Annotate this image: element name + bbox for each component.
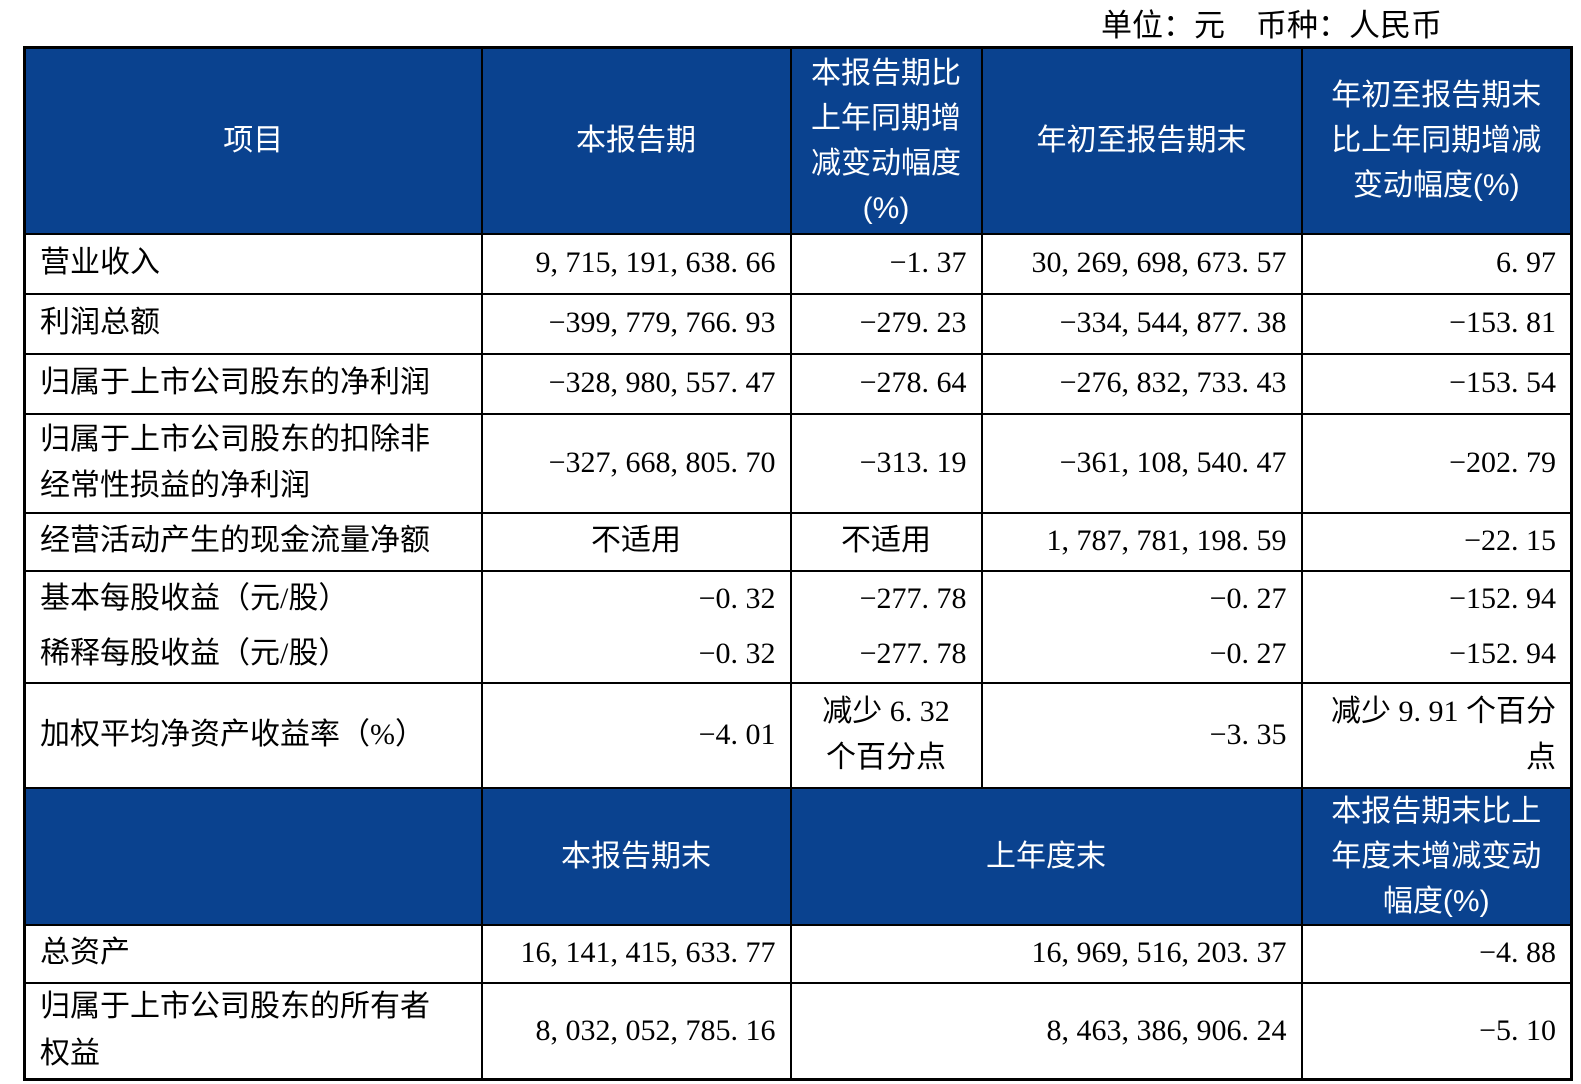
cell-ytd: −3. 35 <box>980 681 1303 789</box>
cell-label: 利润总额 <box>23 292 483 355</box>
cell-ytd: −334, 544, 877. 38 <box>980 292 1303 355</box>
row-diluted-eps: 稀释每股收益（元/股） −0. 32 −277. 78 −0. 27 −152.… <box>23 626 1573 684</box>
cell-label: 营业收入 <box>23 232 483 295</box>
cell-current-change: −277. 78 <box>789 626 983 684</box>
cell-ytd-change: −22. 15 <box>1300 511 1573 572</box>
row-total-assets: 总资产 16, 141, 415, 633. 77 16, 969, 516, … <box>23 923 1573 984</box>
cell-current-change: −277. 78 <box>789 569 983 627</box>
cell-label: 归属于上市公司股东的扣除非 经常性损益的净利润 <box>23 412 483 514</box>
key-financial-data-table: 项目 本报告期 本报告期比 上年同期增 减变动幅度 (%) 年初至报告期末 年初… <box>23 46 1573 1081</box>
cell-ytd-change: −153. 54 <box>1300 352 1573 415</box>
col-header-period-end-change: 本报告期末比上 年度末增减变动 幅度(%) <box>1300 786 1573 926</box>
cell-current-change: −313. 19 <box>789 412 983 514</box>
row-net-profit-excl-nonrecurring: 归属于上市公司股东的扣除非 经常性损益的净利润 −327, 668, 805. … <box>23 412 1573 514</box>
cell-current-period: −0. 32 <box>480 569 792 627</box>
cell-current-period: −4. 01 <box>480 681 792 789</box>
table2-header-row: 本报告期末 上年度末 本报告期末比上 年度末增减变动 幅度(%) <box>23 786 1573 926</box>
cell-current-change: −279. 23 <box>789 292 983 355</box>
cell-current-change: −278. 64 <box>789 352 983 415</box>
row-basic-eps: 基本每股收益（元/股） −0. 32 −277. 78 −0. 27 −152.… <box>23 569 1573 627</box>
cell-prior-year-end: 16, 969, 516, 203. 37 <box>789 923 1303 984</box>
cell-label: 基本每股收益（元/股） <box>23 569 483 627</box>
cell-current-period: −399, 779, 766. 93 <box>480 292 792 355</box>
table1-header-row: 项目 本报告期 本报告期比 上年同期增 减变动幅度 (%) 年初至报告期末 年初… <box>23 46 1573 235</box>
cell-ytd-change: −152. 94 <box>1300 626 1573 684</box>
row-equity-attributable: 归属于上市公司股东的所有者 权益 8, 032, 052, 785. 16 8,… <box>23 981 1573 1081</box>
cell-ytd-change: −152. 94 <box>1300 569 1573 627</box>
cell-ytd: 30, 269, 698, 673. 57 <box>980 232 1303 295</box>
row-weighted-avg-roe: 加权平均净资产收益率（%） −4. 01 减少 6. 32 个百分点 −3. 3… <box>23 681 1573 789</box>
row-net-profit-attributable: 归属于上市公司股东的净利润 −328, 980, 557. 47 −278. 6… <box>23 352 1573 415</box>
cell-ytd: −0. 27 <box>980 569 1303 627</box>
cell-current-period: 不适用 <box>480 511 792 572</box>
cell-label: 归属于上市公司股东的所有者 权益 <box>23 981 483 1081</box>
col-header-item-blank <box>23 786 483 926</box>
cell-label: 经营活动产生的现金流量净额 <box>23 511 483 572</box>
cell-period-end: 16, 141, 415, 633. 77 <box>480 923 792 984</box>
cell-current-change: 不适用 <box>789 511 983 572</box>
cell-ytd: −361, 108, 540. 47 <box>980 412 1303 514</box>
col-header-current-change: 本报告期比 上年同期增 减变动幅度 (%) <box>789 46 983 235</box>
cell-current-period: −327, 668, 805. 70 <box>480 412 792 514</box>
cell-prior-year-end: 8, 463, 386, 906. 24 <box>789 981 1303 1081</box>
cell-ytd: 1, 787, 781, 198. 59 <box>980 511 1303 572</box>
unit-currency-note: 单位：元 币种：人民币 <box>1101 8 1442 43</box>
cell-label: 总资产 <box>23 923 483 984</box>
row-operating-cash-flow: 经营活动产生的现金流量净额 不适用 不适用 1, 787, 781, 198. … <box>23 511 1573 572</box>
cell-label: 加权平均净资产收益率（%） <box>23 681 483 789</box>
col-header-ytd: 年初至报告期末 <box>980 46 1303 235</box>
col-header-item: 项目 <box>23 46 483 235</box>
cell-change: −5. 10 <box>1300 981 1573 1081</box>
cell-label: 稀释每股收益（元/股） <box>23 626 483 684</box>
cell-ytd-change: −153. 81 <box>1300 292 1573 355</box>
cell-current-period: −328, 980, 557. 47 <box>480 352 792 415</box>
cell-current-change: 减少 6. 32 个百分点 <box>789 681 983 789</box>
cell-change: −4. 88 <box>1300 923 1573 984</box>
cell-label: 归属于上市公司股东的净利润 <box>23 352 483 415</box>
col-header-period-end: 本报告期末 <box>480 786 792 926</box>
cell-period-end: 8, 032, 052, 785. 16 <box>480 981 792 1081</box>
cell-ytd-change: 6. 97 <box>1300 232 1573 295</box>
cell-current-period: 9, 715, 191, 638. 66 <box>480 232 792 295</box>
cell-ytd-change: −202. 79 <box>1300 412 1573 514</box>
col-header-ytd-change: 年初至报告期末 比上年同期增减 变动幅度(%) <box>1300 46 1573 235</box>
cell-ytd-change: 减少 9. 91 个百分 点 <box>1300 681 1573 789</box>
row-operating-revenue: 营业收入 9, 715, 191, 638. 66 −1. 37 30, 269… <box>23 232 1573 295</box>
cell-current-period: −0. 32 <box>480 626 792 684</box>
cell-ytd: −0. 27 <box>980 626 1303 684</box>
row-total-profit: 利润总额 −399, 779, 766. 93 −279. 23 −334, 5… <box>23 292 1573 355</box>
col-header-prior-year-end: 上年度末 <box>789 786 1303 926</box>
col-header-current-period: 本报告期 <box>480 46 792 235</box>
cell-ytd: −276, 832, 733. 43 <box>980 352 1303 415</box>
cell-current-change: −1. 37 <box>789 232 983 295</box>
